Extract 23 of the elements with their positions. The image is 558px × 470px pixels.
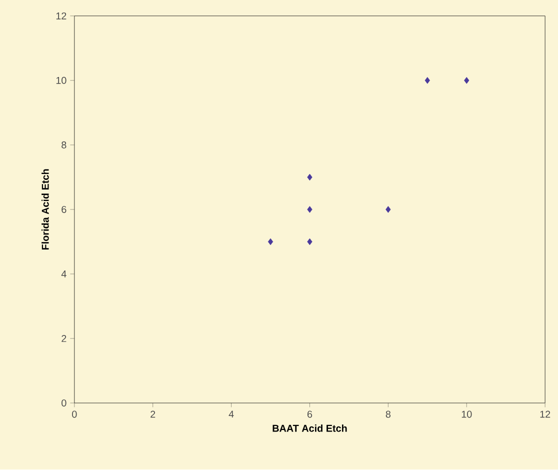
point — [307, 206, 312, 213]
x-axis-title: BAAT Acid Etch — [272, 424, 347, 432]
point — [386, 206, 391, 213]
point — [424, 77, 430, 84]
x-tick-label: 8 — [386, 410, 391, 418]
y-tick-label: 0 — [62, 400, 66, 407]
y-tick-label: 6 — [62, 206, 66, 214]
y-tick-label: 2 — [62, 335, 66, 342]
x-tick-label: 4 — [228, 410, 234, 418]
y-axis-title: Florida Acid Etch — [42, 169, 49, 250]
y-tick-label: 12 — [56, 12, 66, 20]
point — [307, 238, 312, 246]
y-tick-label: 8 — [62, 142, 66, 149]
x-tick-label: 0 — [72, 410, 77, 418]
x-tick-label: 2 — [150, 410, 156, 418]
x-tick-label: 10 — [462, 410, 472, 418]
point — [464, 77, 470, 84]
y-tick-label: 10 — [56, 77, 66, 84]
point — [307, 174, 312, 181]
x-tick-label: 12 — [540, 410, 550, 418]
point — [268, 238, 274, 246]
y-tick-label: 4 — [61, 270, 66, 278]
x-tick-label: 6 — [307, 410, 312, 418]
